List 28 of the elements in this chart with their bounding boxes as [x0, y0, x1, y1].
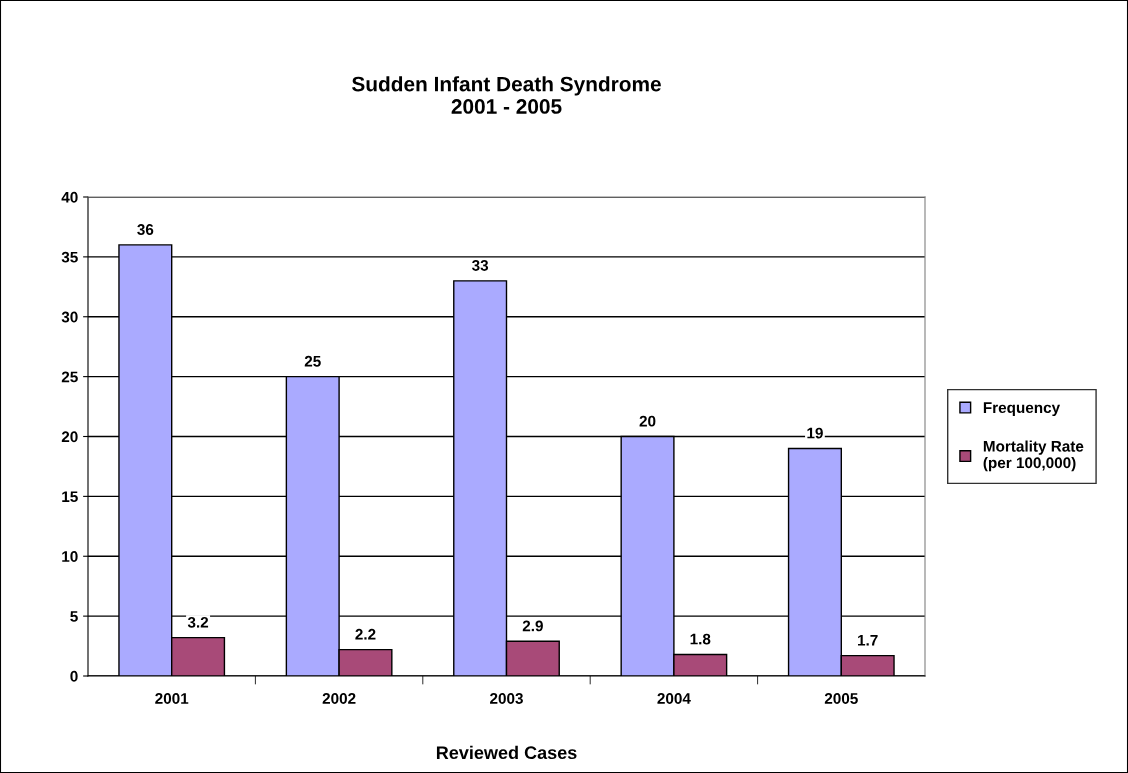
- data-label: 19: [807, 427, 823, 439]
- data-label: 3.2: [187, 616, 209, 628]
- x-tick-label: 2005: [824, 693, 858, 704]
- x-axis-title: Reviewed Cases: [436, 745, 577, 760]
- x-tick-label: 2004: [657, 693, 691, 704]
- chart-title: Sudden Infant Death Syndrome 2001 - 2005: [352, 76, 661, 114]
- data-label: 2.9: [522, 620, 543, 632]
- y-tick-label: 30: [61, 311, 78, 323]
- data-label: 20: [639, 415, 656, 427]
- y-tick-label: 20: [61, 431, 78, 443]
- y-tick-label: 15: [62, 491, 78, 503]
- data-label: 33: [471, 260, 489, 271]
- legend-label: Frequency: [983, 402, 1061, 417]
- y-tick-label: 10: [62, 551, 78, 562]
- y-tick-label: 5: [70, 611, 78, 622]
- data-label: 1.8: [690, 633, 711, 645]
- data-label: 2.2: [355, 628, 376, 640]
- x-tick-label: 2001: [155, 693, 189, 704]
- y-tick-label: 40: [61, 191, 78, 203]
- data-label: 1.7: [858, 635, 878, 646]
- y-tick-label: 0: [70, 670, 78, 682]
- x-tick-label: 2002: [322, 693, 356, 704]
- data-label: 36: [137, 224, 154, 235]
- legend-label: Mortality Rate (per 100,000): [983, 440, 1084, 472]
- x-tick-label: 2003: [490, 693, 523, 704]
- y-tick-label: 35: [61, 251, 78, 263]
- y-tick-label: 25: [61, 371, 78, 383]
- data-label: 25: [304, 355, 321, 367]
